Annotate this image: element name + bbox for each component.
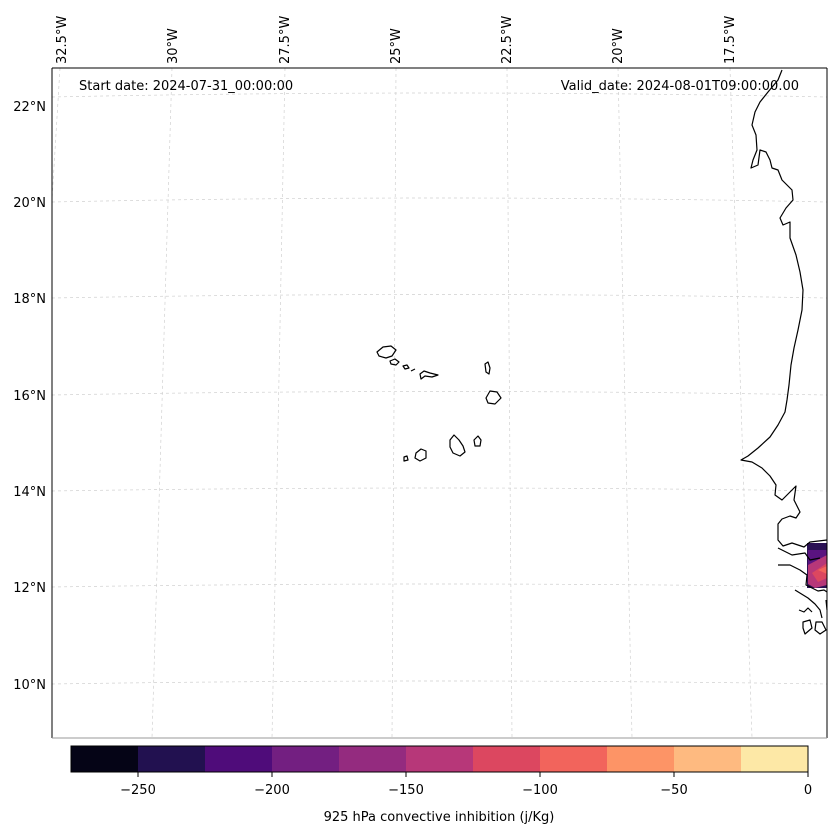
lon-label-27.5w: 27.5°W [278,16,293,64]
colorbar-swatch [674,746,742,772]
colorbar-tick-n250: −250 [120,783,156,798]
start-date-label: Start date: 2024-07-31_00:00:00 [79,79,293,94]
colorbar-label: 925 hPa convective inhibition (j/Kg) [324,810,555,825]
colorbar-tick-n200: −200 [254,783,290,798]
island-santa-luzia [402,364,410,370]
island-sao-nicolau [410,368,439,380]
gridline-lat-14 [51,487,828,492]
lat-label-14n: 14°N [13,485,46,500]
island-santiago [449,434,466,457]
colorbar-swatch [71,746,139,772]
colorbar-swatches [71,746,809,772]
gridline-lon-30 [151,67,173,739]
gridline-lon-25 [391,67,397,739]
gridline-lat-22 [51,92,828,98]
colorbar-tick-n100: −100 [522,783,558,798]
cin-patch-orange [818,566,827,574]
coastlines [376,69,828,635]
axes-frame [51,67,828,739]
colorbar-swatch [272,746,340,772]
colorbar-swatch [406,746,474,772]
gridline-lat-10 [51,680,828,685]
gridline-lon-22.5 [506,67,513,739]
africa-coastline [740,69,828,635]
island-sao-vicente [389,358,400,366]
colorbar-swatch [339,746,407,772]
lat-label-12n: 12°N [13,581,46,596]
latitude-labels: 22°N 20°N 18°N 16°N 14°N 12°N 10°N [13,100,46,693]
latitude-gridlines [51,92,828,685]
colorbar-outline [70,745,809,773]
lon-label-32.5w: 32.5°W [55,16,70,64]
colorbar-swatch [138,746,206,772]
island-fogo [414,448,427,462]
colorbar-swatch [205,746,273,772]
gridline-lat-18 [51,294,828,299]
colorbar-swatch [540,746,608,772]
lat-label-22n: 22°N [13,100,46,115]
island-brava [403,455,409,462]
valid-date-label: Valid_date: 2024-08-01T09:00:00.00 [561,79,799,94]
colorbar-tick-n150: −150 [388,783,424,798]
colorbar-tick-0: 0 [804,783,812,798]
gridline-lon-20 [617,67,633,739]
lon-label-22.5w: 22.5°W [500,16,515,64]
island-boa-vista [485,390,502,405]
colorbar-swatch [473,746,541,772]
lat-label-18n: 18°N [13,292,46,307]
colorbar-swatch [607,746,675,772]
lon-label-25w: 25°W [389,28,404,64]
colorbar-ticks [137,772,809,777]
gridline-lon-27.5 [271,67,286,739]
gridline-lon-17.5 [729,67,753,739]
longitude-labels: 32.5°W 30°W 27.5°W 25°W 22.5°W 20°W 17.5… [55,16,738,64]
gridline-lat-20 [51,197,828,203]
gridline-lat-12 [51,583,828,588]
colorbar: −250 −200 −150 −100 −50 0 925 hPa convec… [70,745,812,825]
cin-field [807,543,827,588]
lat-label-20n: 20°N [13,196,46,211]
gridline-lat-16 [51,391,828,396]
island-sal [484,361,491,375]
lon-label-30w: 30°W [166,28,181,64]
lat-label-10n: 10°N [13,678,46,693]
colorbar-tick-n50: −50 [660,783,687,798]
longitude-gridlines [51,67,753,739]
gridline-lon-32.5 [51,67,61,201]
colorbar-swatch [741,746,809,772]
island-maio [473,435,482,447]
lat-label-16n: 16°N [13,389,46,404]
lon-label-20w: 20°W [611,28,626,64]
island-santo-antao [376,345,397,359]
lon-label-17.5w: 17.5°W [723,16,738,64]
